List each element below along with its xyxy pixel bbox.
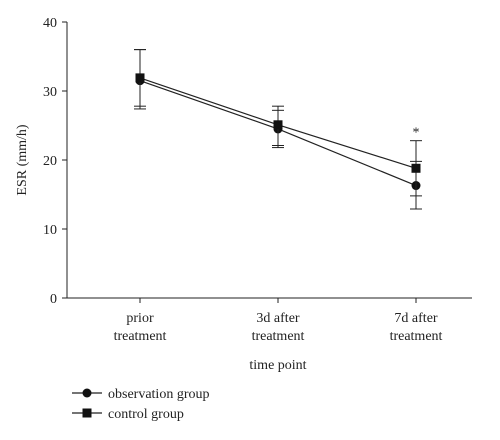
data-point-square bbox=[135, 73, 145, 83]
y-tick-label: 10 bbox=[43, 223, 57, 238]
x-tick-label: treatment bbox=[114, 329, 167, 344]
y-tick-label: 30 bbox=[43, 85, 57, 100]
x-tick-label: treatment bbox=[390, 329, 443, 344]
x-tick-label: 3d after bbox=[256, 311, 299, 326]
series-layer: * bbox=[134, 49, 422, 210]
x-axis-title: time point bbox=[249, 358, 306, 373]
significance-asterisk: * bbox=[413, 126, 420, 141]
x-tick-label: prior bbox=[126, 311, 154, 326]
y-axis-title: ESR (mm/h) bbox=[15, 124, 30, 196]
legend: observation group control group bbox=[72, 387, 209, 422]
legend-item: control group bbox=[72, 407, 184, 422]
x-tick-label: 7d after bbox=[394, 311, 437, 326]
legend-marker-circle bbox=[82, 388, 92, 398]
y-tick-label: 20 bbox=[43, 154, 57, 169]
series-control-group bbox=[134, 49, 422, 197]
legend-marker-square bbox=[82, 408, 92, 418]
data-point-square bbox=[273, 120, 283, 130]
data-point-square bbox=[411, 163, 421, 173]
y-tick-label: 40 bbox=[43, 16, 57, 31]
legend-label: control group bbox=[108, 407, 184, 422]
x-tick-label: treatment bbox=[252, 329, 305, 344]
y-tick-label: 0 bbox=[50, 292, 57, 307]
legend-item: observation group bbox=[72, 387, 209, 402]
legend-label: observation group bbox=[108, 387, 209, 402]
axes: 0 10 20 30 40 prior treatment 3d after treatment… bbox=[15, 16, 472, 373]
